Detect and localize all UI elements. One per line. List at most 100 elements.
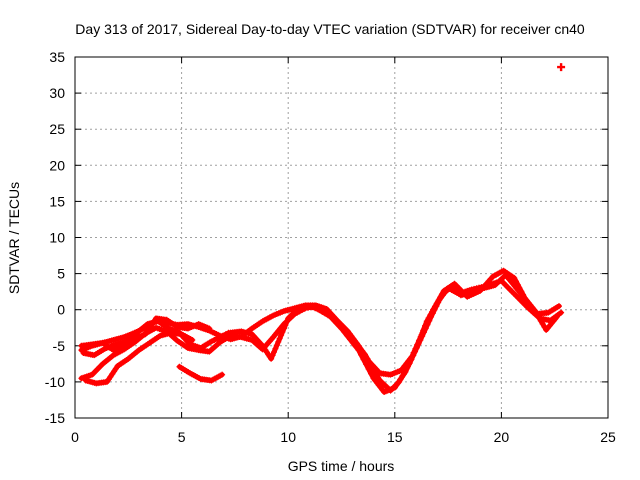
data-point [420, 329, 427, 336]
data-point [558, 309, 565, 316]
data-point [403, 366, 410, 373]
data-point [424, 321, 431, 328]
data-point [361, 351, 368, 358]
data-point [532, 308, 539, 315]
data-point [422, 325, 429, 332]
data-point [342, 327, 349, 334]
data-point [428, 313, 435, 320]
x-tick-label: 10 [280, 429, 296, 445]
data-point [518, 288, 525, 295]
data-point [282, 322, 289, 329]
y-tick-label: -15 [45, 410, 65, 426]
data-point [333, 319, 340, 326]
data-point [436, 295, 443, 302]
data-point [356, 344, 363, 351]
data-point [336, 321, 343, 328]
data-point [283, 318, 290, 325]
y-tick-label: 15 [49, 193, 65, 209]
y-tick-label: 25 [49, 121, 65, 137]
data-point [275, 338, 282, 345]
data-point [344, 329, 351, 336]
data-point [396, 378, 403, 385]
data-point [270, 349, 277, 356]
data-point [330, 316, 337, 323]
chart-title: Day 313 of 2017, Sidereal Day-to-day VTE… [75, 21, 585, 37]
y-tick-label: 5 [57, 266, 65, 282]
data-point [353, 340, 360, 347]
data-point [410, 352, 417, 359]
data-point [374, 373, 381, 380]
y-tick-label: -10 [45, 374, 65, 390]
data-point [417, 337, 424, 344]
data-point [371, 368, 378, 375]
series-track-b-trace [78, 278, 564, 395]
data-point [419, 333, 426, 340]
data-point [327, 313, 334, 320]
data-point [279, 328, 286, 335]
data-point [534, 311, 541, 318]
data-point [541, 323, 548, 330]
data-point [359, 347, 366, 354]
data-point [406, 360, 413, 367]
data-point [272, 345, 279, 352]
data-point [397, 375, 404, 382]
axis-ticks: 0 5 10 15 20 25 -15 -10 -5 0 5 10 15 20 25 30 35 [45, 49, 616, 445]
y-tick-label: 0 [57, 302, 65, 318]
data-point [539, 320, 546, 327]
data-point [555, 303, 562, 310]
data-point [276, 335, 283, 342]
data-point [347, 333, 354, 340]
data-point [431, 306, 438, 313]
y-tick-label: 30 [49, 85, 65, 101]
data-point [516, 285, 523, 292]
y-tick-label: 35 [49, 49, 65, 65]
y-tick-label: 10 [49, 230, 65, 246]
x-axis-label: GPS time / hours [288, 458, 395, 474]
data-point [280, 325, 287, 332]
data-point [514, 281, 521, 288]
y-tick-label: -5 [53, 338, 66, 354]
data-point [401, 369, 408, 376]
data-point [350, 337, 357, 344]
x-tick-label: 15 [387, 429, 403, 445]
x-tick-label: 0 [71, 429, 79, 445]
y-axis-label: SDTVAR / TECUs [6, 182, 22, 294]
data-points [78, 63, 566, 396]
data-point [369, 364, 376, 371]
data-point [426, 317, 433, 324]
data-point [366, 360, 373, 367]
data-point [364, 355, 371, 362]
data-point [219, 371, 226, 378]
data-point [413, 344, 420, 351]
data-point [537, 317, 544, 324]
data-point [269, 352, 276, 359]
data-point [404, 363, 411, 370]
data-point [189, 337, 196, 344]
data-point [206, 325, 213, 332]
data-point [367, 370, 374, 377]
data-point [435, 299, 442, 306]
data-point [512, 278, 519, 285]
data-point [339, 324, 346, 331]
data-point [408, 356, 415, 363]
data-point [415, 340, 422, 347]
data-point [278, 332, 285, 339]
data-point [511, 274, 518, 281]
x-tick-label: 5 [178, 429, 186, 445]
x-tick-label: 25 [600, 429, 616, 445]
data-point [536, 314, 543, 321]
plot-frame [74, 56, 609, 419]
data-point [399, 372, 406, 379]
grid-lines [75, 57, 608, 418]
data-point [412, 348, 419, 355]
y-tick-label: 20 [49, 157, 65, 173]
data-point [520, 291, 527, 298]
data-point [433, 303, 440, 310]
data-point [429, 310, 436, 317]
outlier-point [557, 63, 566, 72]
data-point [273, 342, 280, 349]
data-point [553, 313, 560, 320]
x-tick-label: 20 [494, 429, 510, 445]
data-point [268, 355, 275, 362]
